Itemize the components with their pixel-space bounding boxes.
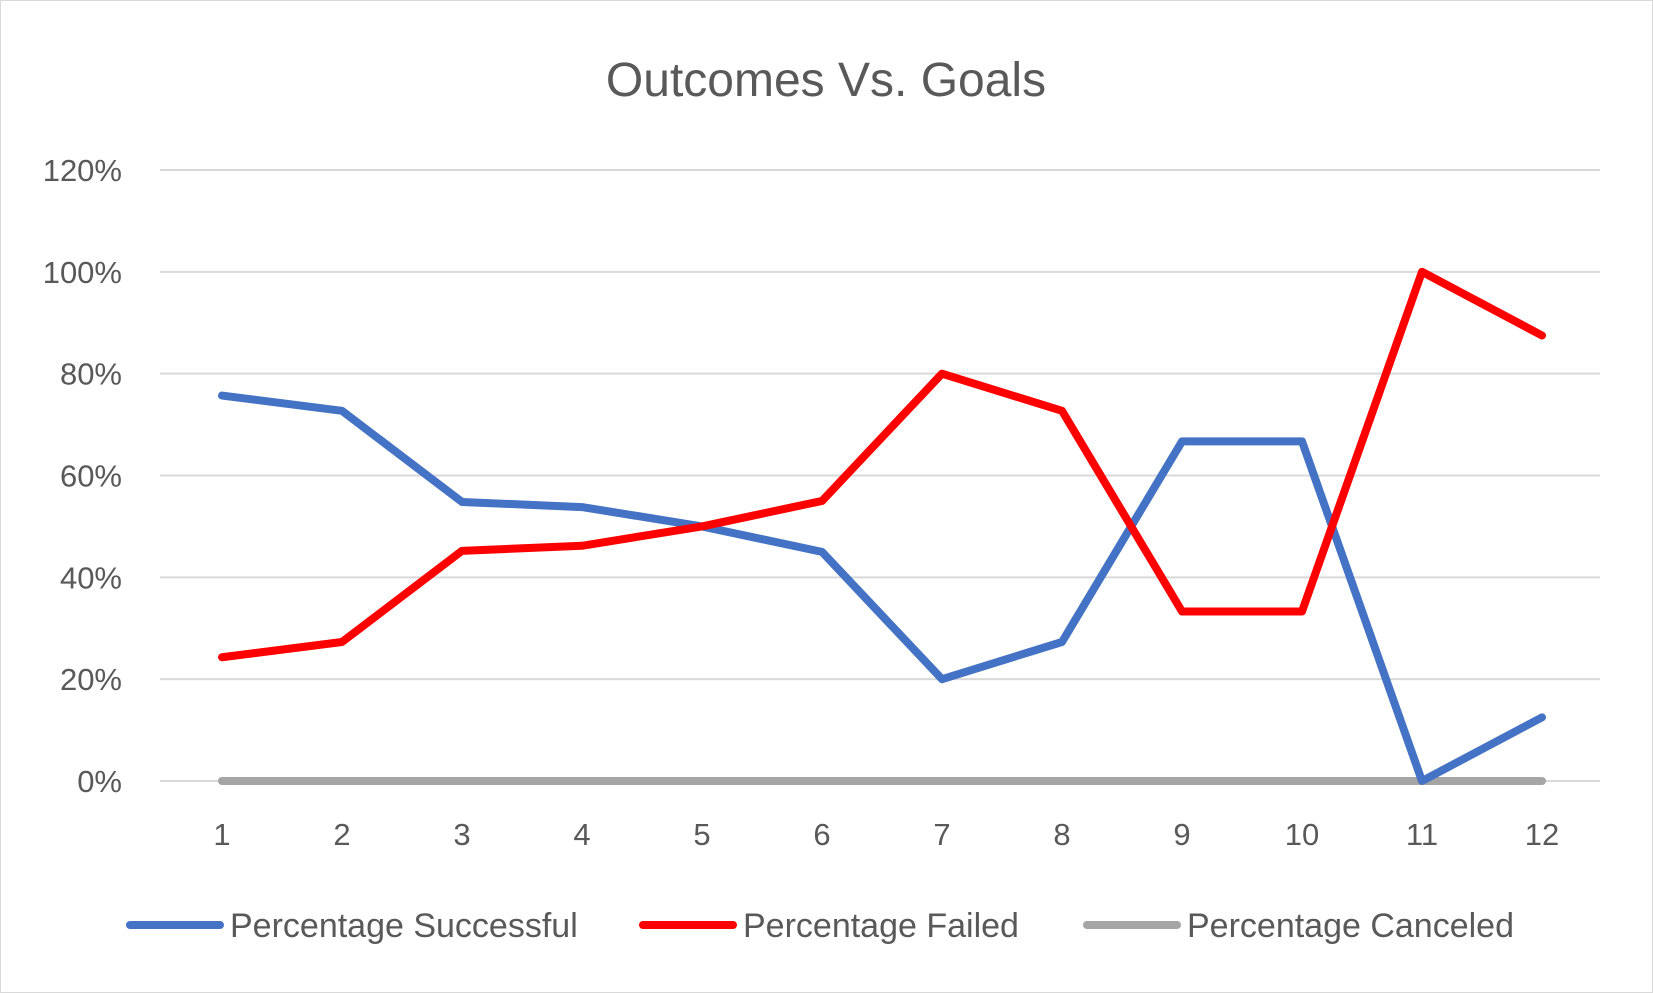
y-tick-label: 40%: [60, 560, 122, 595]
x-tick-label: 9: [1173, 817, 1190, 852]
series-line-percentage-successful: [218, 391, 1546, 785]
y-tick-label: 100%: [43, 255, 122, 290]
x-tick-label: 6: [813, 817, 830, 852]
legend: Percentage Successful Percentage Failed Pe…: [126, 907, 1514, 945]
legend-item: Percentage Failed: [639, 907, 1019, 945]
y-tick-label: 60%: [60, 459, 122, 494]
series-lines: [218, 267, 1546, 785]
x-tick-label: 1: [213, 817, 230, 852]
x-tick-label: 8: [1053, 817, 1070, 852]
legend-item: Percentage Successful: [126, 907, 578, 945]
x-tick-label: 3: [453, 817, 470, 852]
x-tick-label: 10: [1285, 817, 1319, 852]
x-tick-label: 2: [333, 817, 350, 852]
y-tick-label: 120%: [43, 153, 122, 188]
x-tick-label: 5: [693, 817, 710, 852]
y-tick-label: 80%: [60, 357, 122, 392]
gridlines: [160, 169, 1600, 782]
y-tick-label: 0%: [77, 764, 122, 799]
chart-title: Outcomes Vs. Goals: [606, 54, 1046, 107]
legend-item: Percentage Canceled: [1083, 907, 1514, 945]
x-tick-label: 11: [1406, 817, 1438, 852]
y-tick-label: 20%: [60, 662, 122, 697]
x-axis-ticks: 1 2 3 4 5 6 7 8 9 10 11 12: [213, 817, 1559, 852]
x-tick-label: 12: [1525, 817, 1559, 852]
y-axis-ticks: 0% 20% 40% 60% 80% 100% 120%: [43, 153, 122, 799]
legend-label: Percentage Successful: [230, 907, 578, 945]
series-line-percentage-failed: [218, 267, 1546, 662]
x-tick-label: 7: [933, 817, 950, 852]
legend-label: Percentage Failed: [743, 907, 1019, 945]
x-tick-label: 4: [573, 817, 590, 852]
legend-label: Percentage Canceled: [1187, 907, 1514, 945]
